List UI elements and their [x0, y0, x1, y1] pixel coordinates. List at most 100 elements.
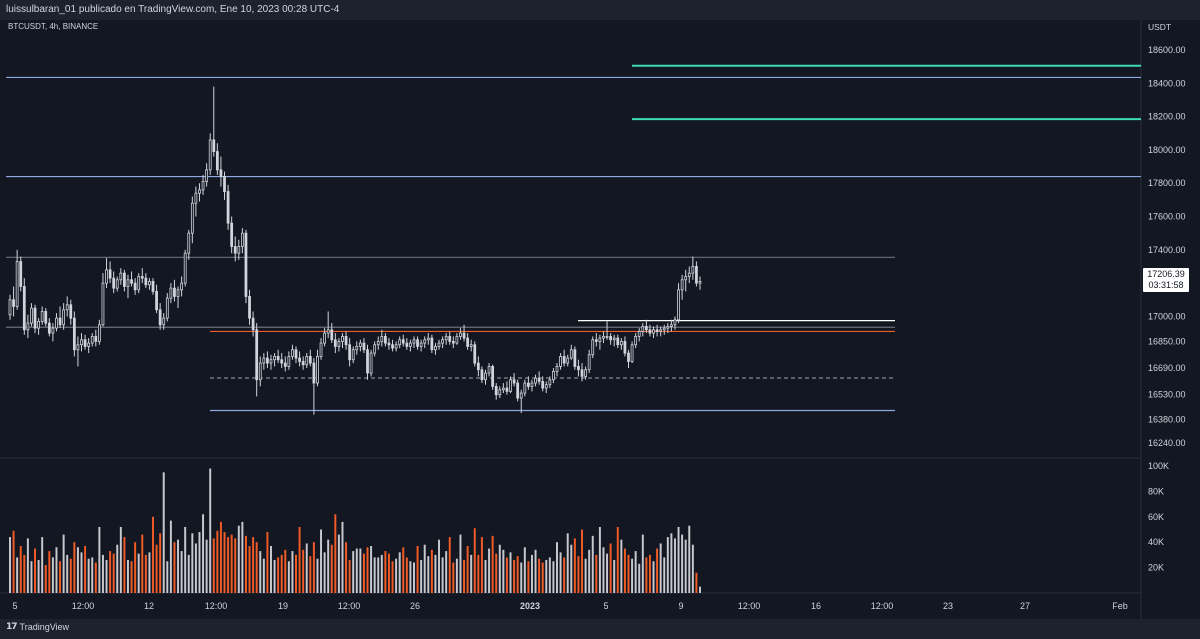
- candle-body: [530, 382, 534, 387]
- time-tick-label: 26: [410, 601, 420, 611]
- volume-bar: [62, 534, 65, 593]
- last-price: 17206.39: [1147, 269, 1185, 279]
- candle-body: [602, 336, 605, 339]
- volume-bar: [480, 537, 483, 593]
- candle-body: [298, 357, 301, 362]
- volume-bar: [623, 548, 626, 593]
- candle-body: [176, 289, 180, 297]
- volume-bar: [691, 544, 694, 593]
- candle-body: [484, 372, 487, 381]
- candle-body: [462, 332, 466, 339]
- candle-body: [151, 281, 155, 292]
- volume-bar: [341, 521, 344, 593]
- candle-body: [559, 356, 562, 367]
- volume-bar: [423, 544, 426, 593]
- volume-bar: [159, 533, 162, 593]
- candle-body: [58, 317, 62, 326]
- volume-bar: [262, 558, 265, 593]
- candle-body: [534, 377, 537, 384]
- publish-bar: luissulbaran_01 publicado en TradingView…: [0, 0, 1200, 20]
- time-tick-label: 12:00: [871, 601, 894, 611]
- candle-body: [637, 331, 641, 337]
- candle-body: [487, 366, 491, 374]
- candle-body: [512, 379, 516, 384]
- volume-bar: [559, 552, 562, 593]
- time-tick-label: 16: [811, 601, 821, 611]
- candle-body: [376, 341, 380, 346]
- volume-bar: [606, 553, 609, 593]
- volume-bar: [541, 562, 544, 593]
- candle-body: [401, 339, 405, 344]
- volume-bar: [237, 525, 240, 593]
- volume-bar: [391, 561, 394, 593]
- volume-bar: [144, 554, 147, 593]
- candle-body: [308, 356, 312, 364]
- volume-bar: [670, 533, 673, 593]
- volume-bar: [620, 539, 623, 593]
- volume-bar: [441, 557, 444, 593]
- volume-bar: [409, 561, 412, 593]
- volume-bar: [9, 537, 11, 593]
- price-tick-label: 16850.00: [1148, 336, 1186, 346]
- candle-body: [469, 344, 473, 347]
- publish-text: luissulbaran_01 publicado en TradingView…: [6, 4, 340, 15]
- candle-body: [233, 246, 237, 254]
- price-tick-label: 17800.00: [1148, 178, 1186, 188]
- candle-body: [126, 279, 130, 287]
- candle-body: [273, 356, 276, 361]
- candle-body: [305, 356, 309, 366]
- volume-bar: [155, 544, 158, 593]
- volume-bar: [645, 557, 648, 593]
- volume-bar: [209, 468, 212, 593]
- candle-body: [566, 357, 570, 364]
- volume-bar: [41, 537, 44, 593]
- candle-body: [287, 356, 291, 367]
- candle-body: [12, 299, 15, 307]
- price-tick-label: 16240.00: [1148, 438, 1186, 448]
- candle-body: [505, 387, 509, 392]
- candle-body: [226, 191, 230, 224]
- candle-body: [312, 362, 316, 384]
- price-tick-label: 16380.00: [1148, 415, 1186, 425]
- volume-tick-label: 40K: [1148, 537, 1164, 547]
- volume-bar: [84, 546, 87, 593]
- volume-bar: [688, 525, 691, 593]
- volume-bar: [51, 557, 54, 593]
- volume-bar: [44, 565, 47, 593]
- candle-body: [230, 222, 234, 247]
- volume-bar: [137, 553, 140, 593]
- volume-bar: [266, 532, 269, 593]
- volume-bar: [434, 554, 437, 593]
- volume-bar: [659, 543, 662, 593]
- volume-bar: [488, 548, 491, 593]
- candle-body: [115, 279, 119, 289]
- tradingview-logo-icon: 17: [6, 622, 17, 632]
- candle-body: [527, 382, 530, 387]
- volume-bar: [463, 559, 466, 593]
- price-tick-label: 18400.00: [1148, 78, 1186, 88]
- candle-body: [337, 341, 341, 347]
- candle-body: [423, 339, 427, 344]
- volume-bar: [420, 559, 423, 593]
- volume-bar: [516, 556, 519, 593]
- candle-body: [412, 339, 416, 344]
- candle-body: [251, 317, 255, 331]
- volume-bar: [80, 552, 83, 593]
- candle-body: [90, 336, 94, 344]
- candle-body: [319, 342, 323, 357]
- candle-body: [44, 311, 48, 324]
- volume-bar: [173, 542, 176, 593]
- volume-bar: [677, 526, 680, 593]
- candle-body: [183, 252, 187, 284]
- volume-bar: [248, 546, 251, 593]
- volume-bar: [130, 561, 133, 593]
- candle-body: [666, 326, 670, 329]
- volume-bar: [270, 546, 272, 593]
- brand[interactable]: 17 TradingView: [6, 622, 69, 632]
- candle-body: [33, 307, 37, 329]
- volume-tick-label: 80K: [1148, 486, 1164, 496]
- volume-bar: [180, 551, 183, 593]
- candle-body: [201, 181, 205, 191]
- candle-body: [537, 377, 541, 382]
